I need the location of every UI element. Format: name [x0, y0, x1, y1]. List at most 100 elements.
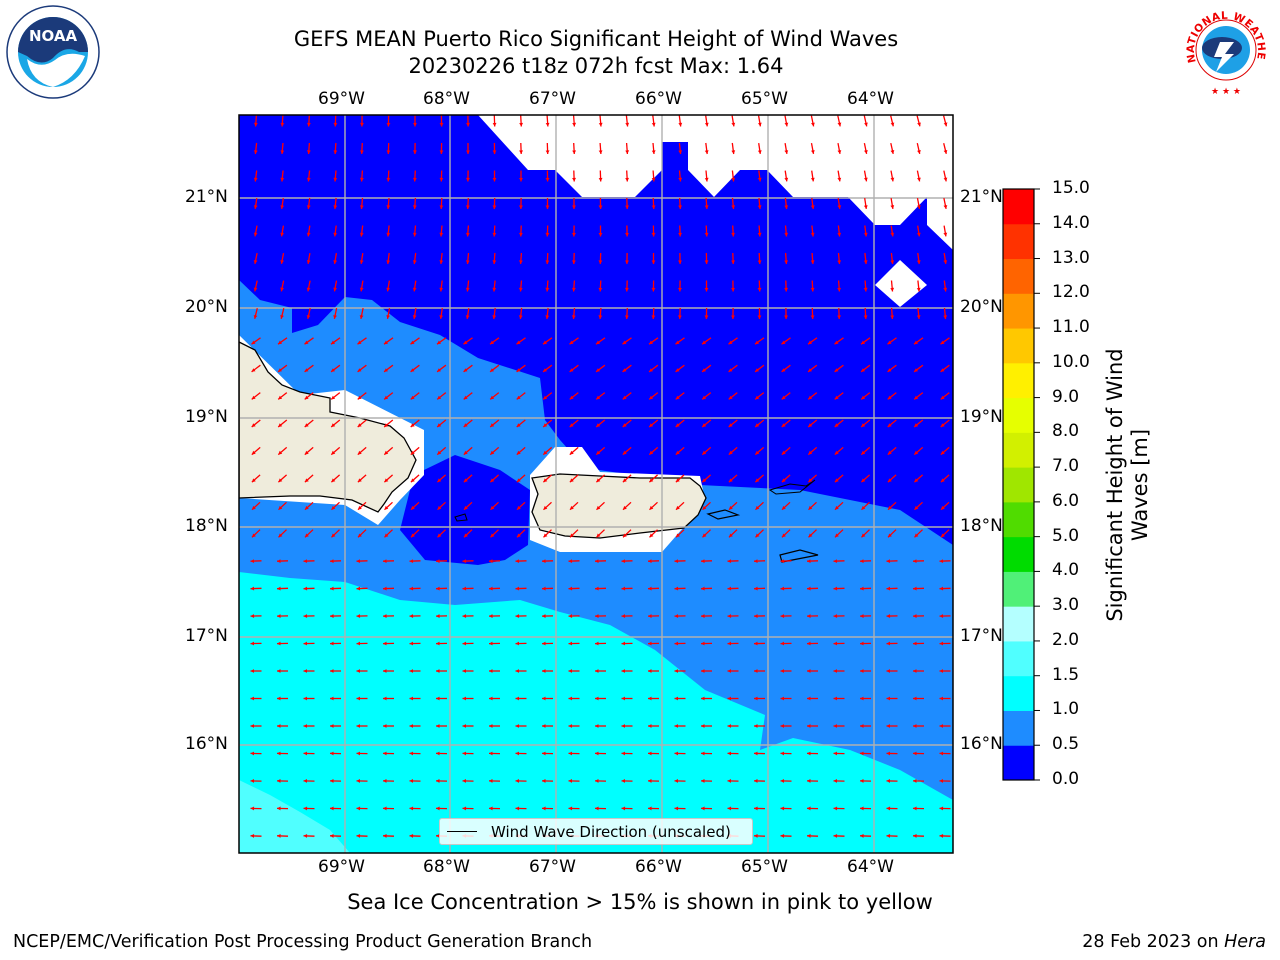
- wave-direction-arrowhead: [731, 232, 735, 237]
- wave-direction-arrowhead: [412, 205, 417, 209]
- wave-direction-arrowhead: [542, 586, 546, 591]
- wave-direction-arrowhead: [595, 696, 599, 701]
- wave-direction-arrowhead: [333, 205, 338, 209]
- wave-direction-arrowhead: [674, 724, 678, 728]
- wave-direction-arrowhead: [943, 232, 948, 237]
- wave-direction-arrowhead: [833, 614, 838, 618]
- wave-direction-arrowhead: [675, 340, 680, 345]
- colorbar-segment: [1003, 189, 1034, 225]
- wave-direction-arrowhead: [250, 779, 254, 783]
- wave-direction-arrowhead: [886, 669, 890, 673]
- wave-direction-arrowhead: [409, 751, 413, 756]
- wave-direction-arrowhead: [940, 340, 945, 345]
- map-subtitle-forecast: 20230226 t18z 072h fcst Max: 1.64: [408, 54, 784, 78]
- wave-direction-arrowhead: [436, 614, 440, 618]
- wave-direction-arrowhead: [356, 779, 360, 783]
- wave-direction-arrowhead: [489, 641, 493, 646]
- wave-direction-arrowhead: [542, 641, 546, 646]
- wave-direction-arrowhead: [782, 505, 786, 510]
- wave-direction-arrowhead: [386, 205, 391, 209]
- no-data-patch: [875, 260, 927, 307]
- wave-direction-arrowhead: [489, 559, 493, 563]
- wave-direction-arrowhead: [463, 368, 468, 372]
- wave-direction-arrowhead: [250, 614, 255, 618]
- wave-direction-arrowhead: [542, 806, 546, 811]
- wave-direction-arrowhead: [939, 696, 943, 701]
- wave-direction-arrowhead: [811, 122, 815, 127]
- wave-direction-arrowhead: [489, 614, 493, 618]
- wave-direction-arrowhead: [383, 806, 387, 811]
- wave-direction-arrowhead: [306, 205, 311, 209]
- wave-direction-arrowhead: [622, 423, 627, 427]
- wave-direction-arrowhead: [280, 287, 284, 292]
- wave-direction-arrowhead: [674, 669, 678, 673]
- wave-direction-arrowhead: [277, 779, 281, 783]
- wave-direction-arrowhead: [888, 533, 892, 538]
- wave-direction-arrowhead: [860, 751, 864, 756]
- wave-direction-arrowhead: [890, 315, 895, 319]
- wave-direction-arrowhead: [754, 806, 758, 811]
- wave-direction-arrowhead: [886, 834, 891, 838]
- wave-direction-arrowhead: [333, 260, 338, 264]
- lon-tick-bottom-65w: 65°W: [741, 857, 788, 877]
- wave-direction-arrowhead: [304, 450, 309, 455]
- lon-tick-top-66w: 66°W: [635, 89, 682, 109]
- wave-direction-arrowhead: [781, 450, 786, 455]
- wave-direction-arrowhead: [463, 423, 468, 427]
- sea-ice-note: Sea Ice Concentration > 15% is shown in …: [347, 890, 933, 914]
- wave-direction-arrowhead: [834, 395, 839, 400]
- wave-direction-arrowhead: [545, 122, 550, 127]
- lon-tick-top-64w: 64°W: [847, 89, 894, 109]
- noaa-logo: NOAA: [6, 5, 100, 99]
- colorbar-tick-label: 10.0: [1052, 351, 1090, 372]
- wave-direction-arrowhead: [462, 696, 466, 701]
- wave-direction-arrowhead: [305, 533, 309, 538]
- wave-direction-arrowhead: [837, 315, 841, 319]
- wave-direction-arrowhead: [250, 559, 255, 563]
- wave-direction-arrowhead: [784, 205, 789, 209]
- wave-direction-arrowhead: [914, 340, 918, 345]
- wave-direction-arrowhead: [436, 669, 440, 673]
- wave-direction-arrowhead: [648, 586, 652, 591]
- wave-direction-arrowhead: [489, 724, 493, 728]
- wave-direction-arrowhead: [383, 586, 387, 591]
- wave-direction-arrowhead: [754, 614, 758, 618]
- wave-direction-arrowhead: [784, 122, 789, 127]
- wave-direction-arrowhead: [913, 779, 917, 783]
- wave-direction-arrowhead: [331, 450, 336, 455]
- wave-direction-arrowhead: [543, 450, 548, 455]
- footer-date-text: 28 Feb 2023 on: [1082, 932, 1225, 952]
- colorbar-tick-label: 2.0: [1052, 629, 1080, 650]
- colorbar-segment: [1003, 467, 1034, 503]
- wave-direction-arrowhead: [860, 669, 864, 673]
- wave-direction-arrowhead: [833, 641, 837, 646]
- wave-direction-arrowhead: [887, 450, 892, 455]
- wave-direction-arrowhead: [542, 696, 546, 701]
- wave-direction-arrowhead: [622, 368, 627, 372]
- wave-direction-arrowhead: [784, 260, 788, 264]
- wave-direction-arrowhead: [384, 450, 389, 455]
- wave-direction-arrowhead: [704, 205, 709, 209]
- wave-direction-arrowhead: [330, 669, 334, 673]
- wave-direction-arrowhead: [277, 751, 281, 756]
- wave-direction-arrowhead: [463, 478, 468, 483]
- wave-direction-arrowhead: [330, 559, 334, 563]
- wave-direction-arrowhead: [728, 395, 733, 400]
- wave-direction-arrowhead: [330, 751, 334, 756]
- wave-direction-arrowhead: [808, 533, 813, 538]
- wave-direction-arrowhead: [436, 779, 440, 783]
- wave-direction-arrowhead: [727, 641, 731, 646]
- wave-direction-arrowhead: [781, 395, 786, 400]
- wave-direction-arrowhead: [622, 478, 627, 483]
- wave-direction-arrowhead: [702, 478, 707, 483]
- wave-direction-arrowhead: [701, 559, 705, 563]
- wave-direction-arrowhead: [939, 806, 944, 811]
- wave-direction-arrowhead: [701, 669, 705, 673]
- colorbar-segment: [1003, 536, 1034, 572]
- wave-direction-arrowhead: [330, 806, 334, 811]
- wave-direction-arrowhead: [356, 724, 360, 728]
- wave-direction-arrowhead: [674, 779, 678, 783]
- wave-direction-arrowhead: [464, 533, 468, 538]
- wave-direction-arrowhead: [568, 806, 573, 811]
- wave-direction-arrowhead: [649, 423, 654, 427]
